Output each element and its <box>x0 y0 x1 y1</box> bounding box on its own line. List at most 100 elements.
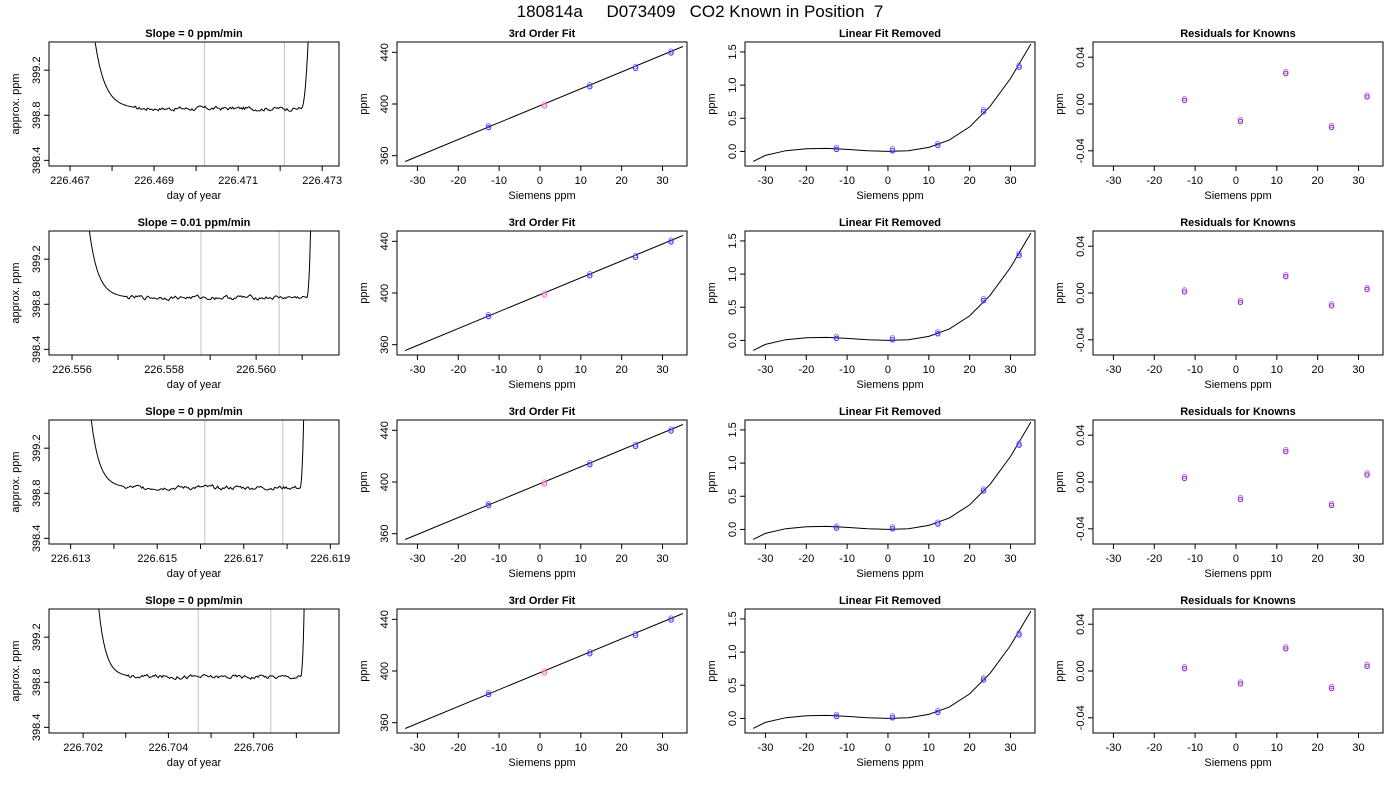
panel-residuals: Residuals for Knowns -30 -20 -10 0 10 20 30 -0.0… <box>1054 595 1384 769</box>
x-tick-label: 10 <box>923 175 935 187</box>
data-point <box>935 709 941 716</box>
data-point <box>889 335 896 341</box>
data-point <box>935 707 941 714</box>
data-point <box>1328 685 1335 692</box>
panel-title: Residuals for Knowns <box>1180 595 1296 607</box>
data-point <box>485 502 492 509</box>
data-point <box>541 103 548 109</box>
x-axis-label: Siemens ppm <box>1204 190 1271 202</box>
data-point <box>1237 118 1244 125</box>
data-point <box>485 691 492 698</box>
panel-title: Slope = 0 ppm/min <box>145 406 243 418</box>
data-point <box>587 83 593 90</box>
x-axis-label: Siemens ppm <box>856 379 923 391</box>
x-tick-label: 10 <box>1271 553 1283 565</box>
plot-frame <box>48 608 340 734</box>
y-axis-label: ppm <box>1054 282 1066 303</box>
plot-area <box>98 609 305 733</box>
data-point <box>980 677 987 683</box>
x-tick-label: 30 <box>1004 742 1016 754</box>
y-tick-label: 0.5 <box>727 678 739 693</box>
data-point <box>1237 297 1244 304</box>
fit-curve <box>752 232 1032 351</box>
panel-residuals: Residuals for Knowns -30 -20 -10 0 10 20 30 -0.0… <box>1054 406 1384 580</box>
data-point <box>541 292 548 298</box>
data-point <box>889 336 896 343</box>
x-tick-label: 20 <box>616 175 628 187</box>
y-tick-label: 0.00 <box>1075 471 1087 492</box>
x-tick-label: 20 <box>616 553 628 565</box>
y-axis-label: ppm <box>1054 660 1066 681</box>
data-point <box>1283 448 1289 455</box>
x-tick-label: 30 <box>1004 553 1016 565</box>
data-point <box>1237 681 1244 687</box>
x-tick-label: 30 <box>1352 364 1364 376</box>
x-tick-label: -10 <box>839 742 855 754</box>
x-tick-label: 30 <box>1352 175 1364 187</box>
data-point <box>833 711 840 718</box>
x-tick-label: 20 <box>964 742 976 754</box>
panel-title: Residuals for Knowns <box>1180 406 1296 418</box>
data-point <box>1328 683 1335 690</box>
x-tick-label: 20 <box>964 553 976 565</box>
plot-area <box>88 231 312 355</box>
x-tick-label: 0 <box>1233 175 1239 187</box>
x-axis-label: Siemens ppm <box>856 757 923 769</box>
ppm-trace <box>88 231 312 302</box>
panel-title: 3rd Order Fit <box>509 28 576 40</box>
x-tick-label: 0 <box>885 742 891 754</box>
x-axis-label: day of year <box>167 757 222 769</box>
x-tick-label: 226.469 <box>134 175 174 187</box>
panel-title: 3rd Order Fit <box>509 406 576 418</box>
y-tick-label: 440 <box>379 43 391 61</box>
data-point <box>1016 64 1022 70</box>
y-tick-label: 0.0 <box>727 522 739 537</box>
panel-fit: 3rd Order Fit -30 -20 -10 0 10 20 30 360 400 440 Si… <box>358 28 688 202</box>
data-point <box>1283 446 1289 453</box>
data-point <box>587 649 593 655</box>
x-tick-label: 0 <box>1233 553 1239 565</box>
x-tick-label: 0 <box>537 364 543 376</box>
y-tick-label: 400 <box>379 473 391 491</box>
y-axis-label: ppm <box>706 660 718 681</box>
data-point <box>980 295 987 302</box>
x-tick-label: 10 <box>575 742 587 754</box>
data-point <box>485 311 492 318</box>
x-tick-label: -30 <box>757 553 773 565</box>
x-tick-label: -10 <box>839 553 855 565</box>
x-tick-label: 226.617 <box>224 553 264 565</box>
x-tick-label: 0 <box>537 742 543 754</box>
x-tick-label: 226.471 <box>218 175 258 187</box>
x-tick-label: -10 <box>491 175 507 187</box>
y-axis-label: ppm <box>706 282 718 303</box>
data-point <box>485 689 492 696</box>
y-tick-label: -0.04 <box>1075 705 1087 730</box>
data-point <box>935 521 941 527</box>
plot-frame <box>744 230 1036 356</box>
data-point <box>1016 442 1022 448</box>
y-tick-label: 1.0 <box>727 77 739 92</box>
data-point <box>1283 646 1289 652</box>
x-tick-label: -10 <box>491 742 507 754</box>
x-axis-label: Siemens ppm <box>508 568 575 580</box>
data-point <box>485 122 492 129</box>
x-tick-label: 226.556 <box>52 364 92 376</box>
plot-area <box>404 424 684 540</box>
panel-title: Residuals for Knowns <box>1180 28 1296 40</box>
data-point <box>1181 665 1188 672</box>
data-point <box>935 331 941 337</box>
panel-residuals: Residuals for Knowns -30 -20 -10 0 10 20 30 -0.0… <box>1054 28 1384 202</box>
y-tick-label: 0.04 <box>1075 235 1087 256</box>
plot-area <box>752 610 1032 729</box>
x-axis-label: Siemens ppm <box>508 190 575 202</box>
plot-frame <box>1092 41 1384 167</box>
data-point <box>1181 664 1188 670</box>
x-tick-label: 30 <box>656 742 668 754</box>
plot-frame <box>396 419 688 545</box>
panel-residuals: Residuals for Knowns -30 -20 -10 0 10 20 30 -0.0… <box>1054 217 1384 391</box>
data-point <box>1364 661 1370 667</box>
x-tick-label: -10 <box>491 553 507 565</box>
y-axis-label: ppm <box>706 93 718 114</box>
